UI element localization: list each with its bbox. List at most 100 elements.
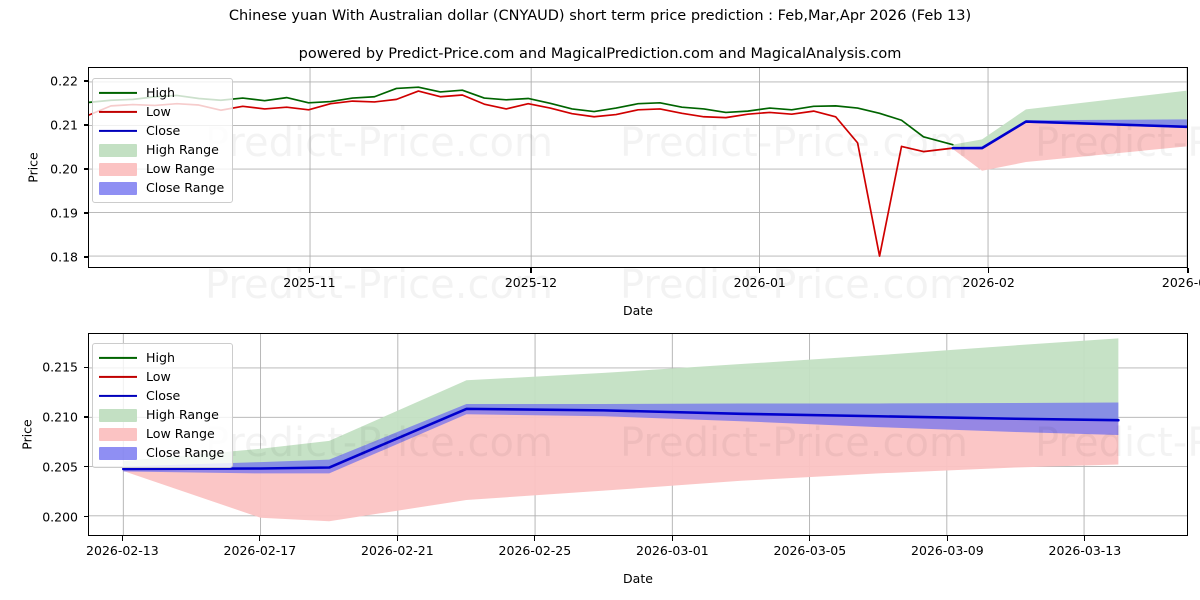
x-tick-mark [121,536,123,541]
legend-item-low: Low [99,368,224,386]
legend-label: Low Range [146,425,215,441]
x-tick-mark [809,536,811,541]
legend-item-low: Low [99,103,224,121]
legend-label: Low [146,103,171,119]
watermark: Predict-Price.com [205,262,553,308]
x-tick-label: 2025-12 [504,275,558,290]
band-close-range [123,402,1119,474]
forecast-detail-plot-area [88,333,1188,536]
legend-item-close-range: Close Range [99,179,224,197]
legend-item-close: Close [99,122,224,140]
legend-label: High Range [146,141,219,157]
x-tick-label: 2025-11 [283,275,336,290]
x-tick-mark [671,536,673,541]
y-tick-label: 0.20 [50,161,78,177]
x-tick-label: 2026-02-13 [86,543,159,558]
page-subtitle: powered by Predict-Price.com and Magical… [298,46,902,62]
x-tick-label: 2026-02-25 [498,543,572,558]
y-tick-label: 0.22 [50,73,78,89]
legend-label: Close [146,387,181,403]
overview-x-axis-label: Date [623,303,653,318]
legend-item-high-range: High Range [99,141,224,159]
y-tick-mark [83,124,88,126]
x-tick-label: 2026-03-13 [1048,543,1122,558]
legend-label: Low Range [146,160,215,176]
x-tick-mark [1187,268,1189,273]
overview-plot-svg [89,68,1187,267]
watermark: Predict-Price.com [620,262,968,308]
page-title: Chinese yuan With Australian dollar (CNY… [228,8,972,24]
x-tick-mark [396,536,398,541]
legend-swatch-line-icon [99,87,137,100]
y-tick-label: 0.19 [50,205,78,221]
x-tick-label: 2026-03-09 [911,543,984,558]
legend-swatch-patch-icon [99,143,137,157]
overview-legend: High Low Close High Range Low Range Close Ran… [92,78,234,203]
legend-item-close: Close [99,387,224,405]
x-tick-label: 2026-02-21 [361,543,434,558]
legend-label: High [146,349,175,365]
legend-item-low-range: Low Range [99,160,224,178]
y-tick-mark [83,515,88,518]
legend-item-close-range: Close Range [99,444,224,462]
legend-swatch-patch-icon [99,408,137,422]
legend-label: Low [146,368,171,384]
series-line-close [122,407,1120,471]
overview-plot-area [88,67,1188,268]
forecast-detail-chart-panel [88,333,1188,536]
legend-label: Close Range [146,179,225,195]
overview-chart-panel [88,67,1188,268]
legend-label: High Range [146,406,219,422]
x-tick-label: 2026-02 [962,275,1015,290]
y-tick-mark [83,168,88,170]
legend-swatch-patch-icon [99,181,137,195]
legend-item-high: High [99,84,224,102]
y-tick-mark [83,256,88,258]
legend-swatch-line-icon [99,390,137,403]
y-tick-label: 0.21 [50,117,78,133]
x-tick-mark [530,268,532,273]
y-tick-label: 0.215 [42,359,78,375]
forecast-detail-plot-svg [89,334,1187,535]
x-tick-label: 2026-03-01 [636,543,709,558]
forecast-detail-legend: High Low Close High Range Low Range Close Ran… [92,343,234,468]
forecast-detail-x-axis-label: Date [623,571,653,586]
x-tick-mark [988,268,990,273]
y-tick-mark [83,466,88,468]
x-tick-mark [946,536,948,541]
legend-item-high: High [99,349,224,367]
band-high-range [123,338,1119,469]
series-line-close [951,120,1187,150]
band-close-range [952,119,1187,150]
legend-swatch-patch-icon [99,427,137,441]
legend-swatch-line-icon [99,371,137,384]
y-tick-mark [83,366,88,368]
y-tick-label: 0.205 [42,459,78,475]
legend-item-low-range: Low Range [99,425,224,443]
legend-swatch-line-icon [99,106,137,119]
y-tick-label: 0.210 [42,409,78,425]
x-tick-mark [534,536,536,541]
y-tick-mark [83,212,88,214]
y-tick-label: 0.200 [42,509,78,525]
x-tick-label: 2026-03 [1161,275,1200,290]
legend-swatch-line-icon [99,125,137,138]
band-high-range [952,90,1187,149]
x-tick-mark [259,536,261,541]
x-tick-mark [759,268,761,273]
legend-swatch-patch-icon [99,162,137,176]
legend-label: High [146,84,175,100]
x-tick-label: 2026-03-05 [773,543,847,558]
x-tick-mark [308,268,311,273]
x-tick-label: 2026-02-17 [223,543,297,558]
legend-label: Close Range [146,444,225,460]
y-tick-mark [83,80,88,82]
band-low-range [123,408,1119,522]
legend-item-high-range: High Range [99,406,224,424]
y-tick-mark [83,416,88,418]
y-tick-label: 0.18 [50,249,78,265]
legend-label: Close [146,122,181,138]
legend-swatch-line-icon [99,352,137,365]
x-tick-mark [1084,536,1086,541]
